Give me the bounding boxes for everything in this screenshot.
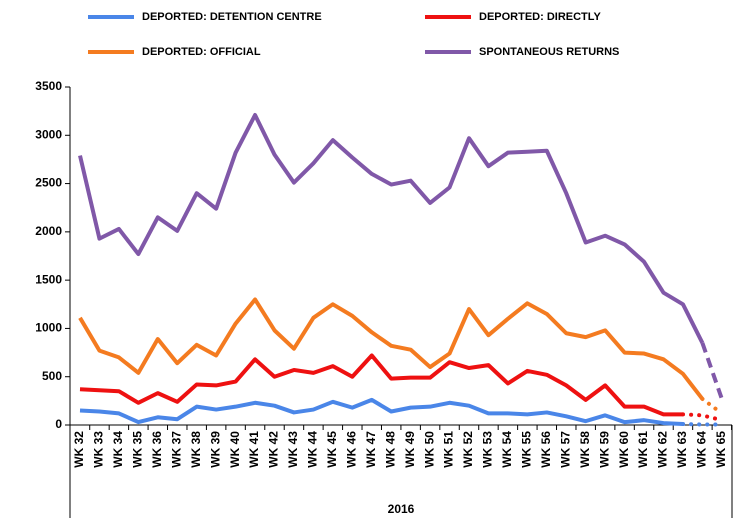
x-tick-label: WK 45: [325, 431, 339, 468]
x-tick-label: WK 58: [578, 431, 592, 468]
x-tick-label: WK 56: [539, 431, 553, 468]
x-tick-label: WK 36: [150, 431, 164, 468]
x-tick-label: WK 54: [500, 431, 514, 468]
x-tick-label: WK 50: [422, 431, 436, 468]
line: [79, 353, 683, 417]
y-tick-label: 0: [55, 417, 62, 431]
x-tick-label: WK 44: [306, 431, 320, 468]
y-tick-label: 500: [42, 369, 62, 383]
x-tick-label: WK 38: [189, 431, 203, 468]
x-tick-label: WK 32: [72, 431, 86, 468]
x-tick-label: WK 42: [267, 431, 281, 468]
x-tick-label: WK 59: [597, 431, 611, 468]
x-tick-label: WK 61: [636, 431, 650, 468]
x-tick-label: WK 39: [208, 431, 222, 468]
x-tick-label: WK 37: [169, 431, 183, 468]
x-tick-label: WK 62: [656, 431, 670, 468]
projected-line: [700, 342, 724, 400]
x-tick-label: WK 57: [558, 431, 572, 468]
x-tick-label: WK 51: [442, 431, 456, 468]
line: [78, 113, 705, 344]
y-tick-label: 2000: [35, 224, 62, 238]
x-tick-label: WK 49: [403, 431, 417, 468]
projected-line: [680, 412, 724, 423]
x-tick-label: WK 53: [481, 431, 495, 468]
x-tick-label: WK 41: [247, 431, 261, 468]
line: [78, 297, 704, 401]
x-tick-label: WK 55: [520, 431, 534, 468]
group-label: 2016: [388, 502, 415, 516]
x-tick-label: WK 52: [461, 431, 475, 468]
y-tick-label: 1500: [35, 272, 62, 286]
x-tick-label: WK 46: [344, 431, 358, 468]
x-tick-label: WK 63: [675, 431, 689, 468]
x-tick-label: WK 34: [111, 431, 125, 468]
legend-label: DEPORTED: DETENTION CENTRE: [142, 11, 322, 23]
x-tick-label: WK 47: [364, 431, 378, 468]
y-tick-label: 1000: [35, 321, 62, 335]
x-tick-label: WK 64: [695, 431, 709, 468]
x-tick-label: WK 33: [92, 431, 106, 468]
legend-label: DEPORTED: DIRECTLY: [479, 11, 601, 23]
x-tick-label: WK 40: [228, 431, 242, 468]
y-tick-label: 3000: [35, 127, 62, 141]
x-tick-label: WK 43: [286, 431, 300, 468]
legend-label: SPONTANEOUS RETURNS: [479, 46, 619, 58]
line: [79, 397, 684, 427]
x-tick-label: WK 48: [383, 431, 397, 468]
x-tick-label: WK 60: [617, 431, 631, 468]
x-tick-label: WK 65: [714, 431, 728, 468]
y-tick-label: 3500: [35, 79, 62, 93]
y-tick-label: 2500: [35, 176, 62, 190]
projected-line: [700, 396, 724, 416]
legend-label: DEPORTED: OFFICIAL: [142, 46, 261, 58]
x-tick-label: WK 35: [131, 431, 145, 468]
